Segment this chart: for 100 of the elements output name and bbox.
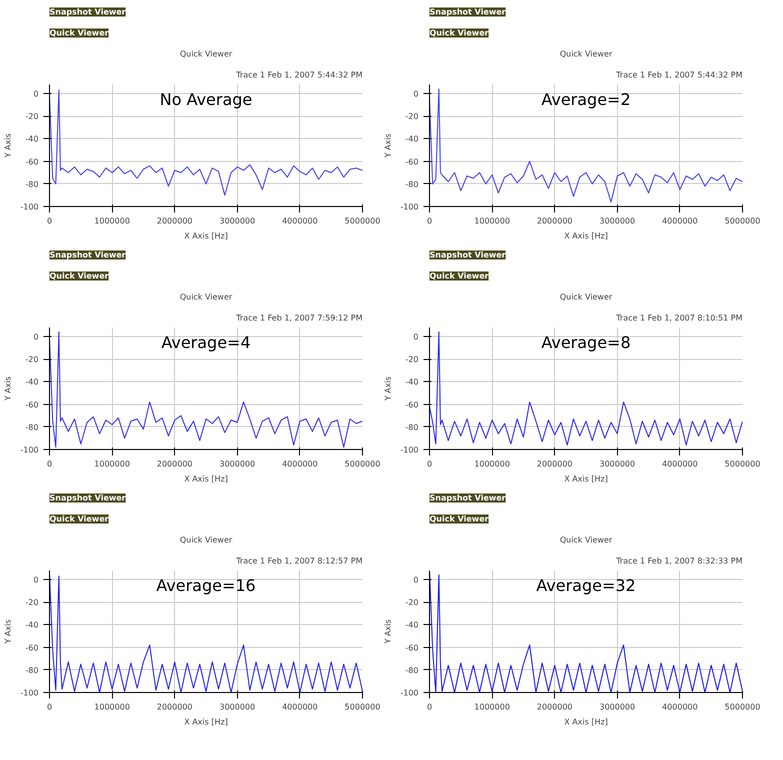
text: Snapshot Viewer xyxy=(50,250,126,260)
x-tick-label: 5000000 xyxy=(344,702,380,712)
x-axis-title: X Axis [Hz] xyxy=(564,718,608,726)
y-tick-label: -80 xyxy=(405,422,419,432)
y-tick-label: -100 xyxy=(400,446,418,454)
x-tick-label: 0 xyxy=(46,702,52,712)
x-tick-label: 2000000 xyxy=(536,460,573,468)
y-tick-label: 0 xyxy=(33,332,39,342)
chart-title: Quick Viewer xyxy=(560,292,613,302)
y-tick-label: -40 xyxy=(405,378,419,387)
y-tick-label: -100 xyxy=(400,688,418,698)
x-tick-label: 5000000 xyxy=(724,702,760,712)
y-tick-label: -60 xyxy=(405,643,419,652)
text: Quick Viewer xyxy=(50,514,109,524)
annotation: Average=16 xyxy=(156,576,256,595)
y-tick-label: -20 xyxy=(405,355,419,364)
y-tick-label: -40 xyxy=(405,134,419,144)
x-tick-label: 1000000 xyxy=(474,702,510,712)
y-tick-label: -100 xyxy=(20,446,38,454)
text: Quick Viewer xyxy=(50,272,109,280)
y-axis-title: Y Axis xyxy=(3,619,12,645)
x-tick-label: 2000000 xyxy=(156,460,193,468)
y-tick-label: -40 xyxy=(25,378,39,387)
x-tick-label: 4000000 xyxy=(282,216,318,226)
y-axis-title: Y Axis xyxy=(383,376,392,402)
x-tick-label: 3000000 xyxy=(219,216,256,226)
x-axis-title: X Axis [Hz] xyxy=(564,474,608,484)
y-tick-label: -20 xyxy=(405,598,419,608)
y-axis-title: Y Axis xyxy=(383,133,392,159)
y-tick-label: -60 xyxy=(25,157,39,166)
x-tick-label: 3000000 xyxy=(599,216,636,226)
chart-subtitle: Trace 1 Feb 1, 2007 8:32:33 PM xyxy=(615,556,743,566)
text: Quick Viewer xyxy=(430,272,489,280)
x-tick-label: 0 xyxy=(426,216,432,226)
x-tick-label: 4000000 xyxy=(662,702,698,712)
chart-title: Quick Viewer xyxy=(180,536,233,544)
y-tick-label: 0 xyxy=(413,576,419,585)
text: Snapshot Viewer xyxy=(430,494,506,502)
x-axis-title: X Axis [Hz] xyxy=(184,474,228,484)
text: Quick Viewer xyxy=(50,28,109,38)
y-tick-label: -20 xyxy=(405,112,419,122)
chart-subtitle: Trace 1 Feb 1, 2007 5:44:32 PM xyxy=(615,70,743,80)
y-tick-label: -80 xyxy=(25,422,39,432)
y-axis-title: Y Axis xyxy=(3,376,12,402)
y-tick-label: -80 xyxy=(405,666,419,675)
x-tick-label: 1000000 xyxy=(94,216,130,226)
y-tick-label: -100 xyxy=(20,688,38,698)
chart-subtitle: Trace 1 Feb 1, 2007 5:44:32 PM xyxy=(235,70,363,80)
x-tick-label: 1000000 xyxy=(474,460,510,468)
y-tick-label: -20 xyxy=(25,598,39,608)
y-tick-label: 0 xyxy=(33,90,39,99)
x-axis-title: X Axis [Hz] xyxy=(564,232,608,240)
text: Quick Viewer xyxy=(430,28,489,38)
x-tick-label: 2000000 xyxy=(536,216,573,226)
chart-title: Quick Viewer xyxy=(560,50,613,58)
y-tick-label: -60 xyxy=(405,400,419,410)
annotation: No Average xyxy=(160,90,252,109)
y-tick-label: -60 xyxy=(25,643,39,652)
y-tick-label: -100 xyxy=(400,202,418,212)
x-axis-title: X Axis [Hz] xyxy=(184,718,228,726)
y-tick-label: -80 xyxy=(25,666,39,675)
annotation: Average=8 xyxy=(541,332,631,352)
x-tick-label: 4000000 xyxy=(662,460,698,468)
x-tick-label: 3000000 xyxy=(599,460,636,468)
x-tick-label: 5000000 xyxy=(344,216,380,226)
text: Snapshot Viewer xyxy=(430,8,506,16)
x-tick-label: 5000000 xyxy=(724,216,760,226)
annotation: Average=32 xyxy=(536,576,636,595)
annotation: Average=2 xyxy=(541,90,631,109)
x-tick-label: 0 xyxy=(46,460,52,468)
x-tick-label: 2000000 xyxy=(156,216,193,226)
y-tick-label: -100 xyxy=(20,202,38,212)
x-tick-label: 5000000 xyxy=(724,460,760,468)
chart-subtitle: Trace 1 Feb 1, 2007 8:10:51 PM xyxy=(615,314,743,322)
x-tick-label: 1000000 xyxy=(94,460,130,468)
text: Snapshot Viewer xyxy=(430,250,506,260)
x-tick-label: 1000000 xyxy=(474,216,510,226)
y-tick-label: -60 xyxy=(405,157,419,166)
annotation: Average=4 xyxy=(161,332,251,352)
text: Snapshot Viewer xyxy=(50,8,126,16)
chart-subtitle: Trace 1 Feb 1, 2007 7:59:12 PM xyxy=(235,314,363,322)
x-axis-title: X Axis [Hz] xyxy=(184,232,228,240)
y-tick-label: 0 xyxy=(413,90,419,99)
x-tick-label: 3000000 xyxy=(219,702,256,712)
y-tick-label: -20 xyxy=(25,355,39,364)
x-tick-label: 4000000 xyxy=(282,460,318,468)
x-tick-label: 0 xyxy=(426,702,432,712)
text: Quick Viewer xyxy=(430,514,489,524)
text: Snapshot Viewer xyxy=(50,494,126,502)
chart-title: Quick Viewer xyxy=(180,292,233,302)
y-tick-label: -40 xyxy=(25,134,39,144)
x-tick-label: 3000000 xyxy=(599,702,636,712)
x-tick-label: 4000000 xyxy=(282,702,318,712)
x-tick-label: 2000000 xyxy=(156,702,193,712)
chart-title: Quick Viewer xyxy=(560,536,613,544)
y-tick-label: -60 xyxy=(25,400,39,410)
chart-subtitle: Trace 1 Feb 1, 2007 8:12:57 PM xyxy=(235,556,363,566)
y-tick-label: -40 xyxy=(405,620,419,630)
chart-title: Quick Viewer xyxy=(180,50,233,58)
y-tick-label: -40 xyxy=(25,620,39,630)
